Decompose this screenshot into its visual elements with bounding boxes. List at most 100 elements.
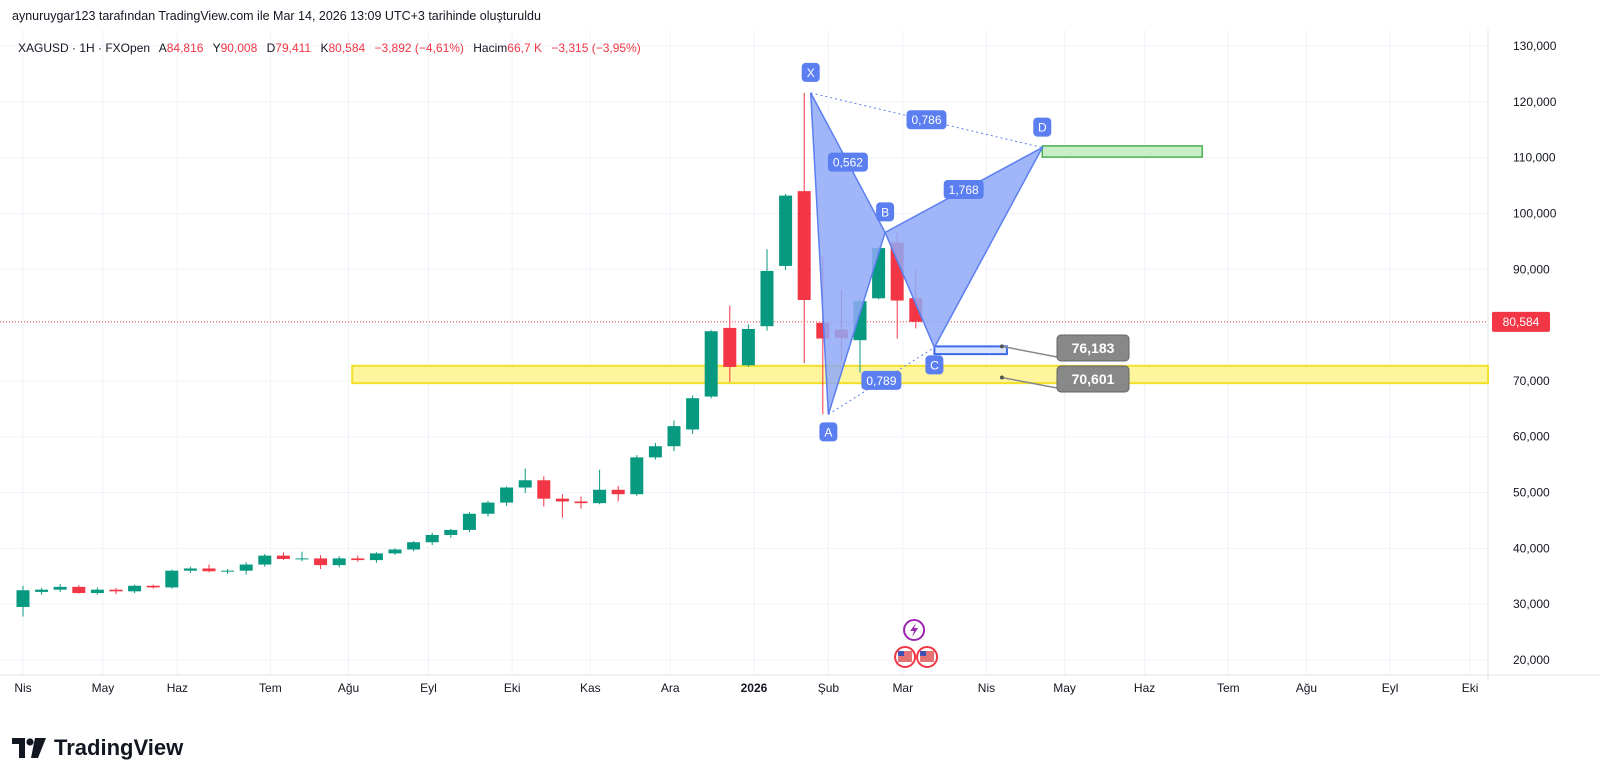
candle[interactable] [481,500,495,517]
candle[interactable] [295,551,309,562]
candle[interactable] [648,442,662,460]
pattern-triangle-bcd[interactable] [884,145,1045,350]
candle[interactable] [314,555,328,570]
candle[interactable] [183,566,197,573]
candle-body [537,480,551,499]
candle[interactable] [723,305,737,383]
price-note[interactable]: 70,601 [999,365,1130,393]
candle[interactable] [388,548,402,556]
economic-event-icon[interactable] [916,646,939,668]
c-zone[interactable] [933,345,1008,356]
candle[interactable] [779,193,793,270]
time-tick-label: Eki [1462,681,1479,695]
economic-event-icon[interactable] [894,646,917,668]
pattern-point-c[interactable]: C [925,355,944,375]
candle[interactable] [797,92,811,364]
candle-body [295,558,309,560]
candle-body [90,589,104,594]
event-icons[interactable] [894,619,939,668]
candle[interactable] [667,420,681,452]
candle[interactable] [611,485,625,502]
pattern-ratio-label[interactable]: 1,768 [943,180,984,200]
candle[interactable] [686,395,700,434]
candle[interactable] [462,512,476,533]
candle[interactable] [332,556,346,568]
pattern-ratio-label[interactable]: 0,789 [861,370,902,390]
candle[interactable] [760,249,774,331]
point-label: X [807,66,815,80]
candle[interactable] [35,587,49,595]
grid [0,30,1600,680]
symbol-name[interactable]: XAGUSD · 1H · FXOpen [18,41,151,55]
price-axis[interactable]: 130,000120,000110,000100,00090,00080,000… [1492,39,1557,667]
candle[interactable] [276,552,290,561]
candle-body [462,513,476,530]
target-zone[interactable] [1041,145,1203,158]
candle[interactable] [593,469,607,505]
candle[interactable] [630,455,644,496]
candle[interactable] [555,494,569,518]
pattern-ratio-label[interactable]: 0,786 [906,110,947,130]
symbol-legend[interactable]: XAGUSD · 1H · FXOpen A84,816 Y90,008 D79… [18,41,641,55]
candle-body [630,457,644,495]
chart-area[interactable]: 0,562 0,789 1,768 0,786 X A B C D 76,183 70,601 1… [0,30,1600,710]
time-tick-label: Şub [818,681,840,695]
time-tick-label: Haz [1134,681,1155,695]
pattern-point-d[interactable]: D [1033,117,1052,137]
candle[interactable] [109,587,123,595]
time-axis[interactable]: Nis May Haz Tem Ağu Eyl Eki Kas Ara 2026 Şub Mar Nis… [14,681,1478,695]
time-tick-label: Haz [167,681,188,695]
support-zone[interactable] [351,364,1490,385]
candle[interactable] [16,585,30,617]
candle[interactable] [741,324,755,367]
pattern-point-b[interactable]: B [876,202,895,222]
candle[interactable] [369,552,383,563]
time-tick-label: Ağu [1296,681,1317,695]
candle[interactable] [444,528,458,538]
pattern-point-a[interactable]: A [819,422,838,442]
candle[interactable] [500,486,514,506]
price-note-anchor [999,344,1004,349]
candle[interactable] [574,496,588,509]
price-note[interactable]: 76,183 [999,334,1130,362]
candle[interactable] [90,587,104,595]
volume-label: Hacim [473,41,508,55]
current-price-tag[interactable]: 80,584 [1492,311,1550,332]
candle[interactable] [165,569,179,589]
candle[interactable] [128,584,142,594]
price-chart[interactable]: 0,562 0,789 1,768 0,786 X A B C D 76,183 70,601 1… [0,30,1600,710]
candle[interactable] [202,564,216,573]
candle[interactable] [537,476,551,507]
price-tick-label: 70,000 [1513,374,1550,388]
price-tick-label: 100,000 [1513,206,1557,220]
candle[interactable] [221,569,235,575]
candle[interactable] [704,330,718,399]
candle[interactable] [146,584,160,589]
candle[interactable] [53,584,67,592]
harmonic-pattern[interactable]: 0,562 0,789 1,768 0,786 X A B C D [801,62,1052,442]
candle-body [183,568,197,571]
point-label: A [824,425,832,439]
candle[interactable] [518,468,532,494]
candle[interactable] [258,553,272,567]
candles-layer[interactable] [16,92,923,617]
candle[interactable] [425,532,439,546]
candle[interactable] [407,541,421,552]
pattern-ratio-label[interactable]: 0,562 [827,152,868,172]
ratio-badge [943,180,984,200]
us-flag-icon [920,651,935,662]
dividend-event-icon[interactable] [903,619,926,641]
callouts-layer[interactable]: 76,183 70,601 [999,334,1130,393]
candle-body [258,555,272,565]
candle-body [314,558,328,566]
pattern-point-x[interactable]: X [801,62,820,82]
candle[interactable] [351,555,365,562]
candle[interactable] [239,562,253,575]
candle-body [648,446,662,458]
candle-body [500,487,514,503]
candle-body [351,558,365,561]
point-label: D [1038,121,1047,135]
candle[interactable] [72,585,86,594]
change-value: −3,892 (−4,61%) [374,41,464,55]
tradingview-logo[interactable]: TradingView [12,735,183,761]
